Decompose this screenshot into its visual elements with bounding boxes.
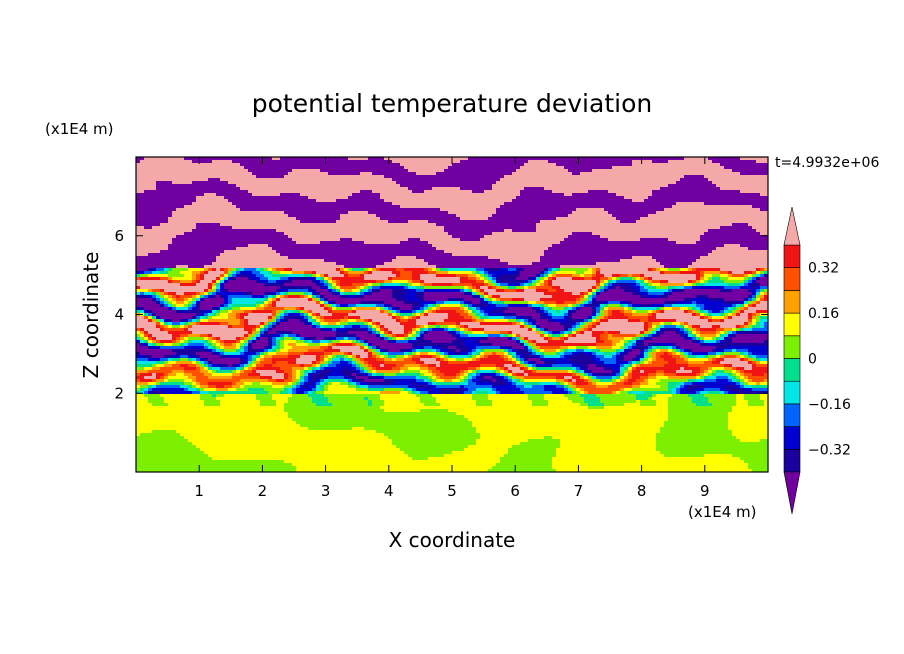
colorbar-swatch [783,290,801,314]
colorbar-swatch [783,380,801,405]
x-tick-label: 2 [258,482,268,500]
time-label: t=4.9932e+06 [775,155,879,171]
y-tick-label: 4 [114,306,124,324]
colorbar-label: 0.32 [808,261,839,277]
chart-title: potential temperature deviation [252,89,652,118]
x-tick-label: 1 [194,482,204,500]
x-tick-label: 8 [637,482,647,500]
y-tick-label: 6 [114,227,124,245]
colorbar-swatch [783,267,801,291]
colorbar-swatch [783,426,801,450]
x-tick-label: 6 [510,482,520,500]
x-tick-label: 5 [447,482,457,500]
colorbar-swatch [783,403,801,427]
plot-area [135,156,769,473]
y-axis: 2 4 6 [114,227,768,402]
x-axis-label: X coordinate [389,528,516,552]
x-axis: 1 2 3 4 5 6 7 8 9 [194,157,710,500]
y-unit-label: (x1E4 m) [45,120,114,138]
colorbar-upper-extension [783,206,801,246]
colorbar-swatch [783,448,801,473]
y-axis-label: Z coordinate [79,252,103,379]
x-tick-label: 9 [700,482,710,500]
x-tick-label: 7 [574,482,584,500]
colorbar-label: −0.16 [808,397,851,413]
colorbar-label: −0.32 [808,442,851,458]
y-tick-label: 2 [114,384,124,402]
colorbar-swatch [783,358,801,382]
x-tick-label: 3 [321,482,331,500]
contour-field [136,157,768,472]
colorbar-label: 0 [808,352,817,368]
colorbar: 0.32 0.16 0 −0.16 −0.32 [783,206,851,515]
x-tick-label: 4 [384,482,394,500]
colorbar-swatch [783,335,801,359]
colorbar-swatch [783,244,801,269]
colorbar-swatch [783,312,801,337]
colorbar-lower-extension [783,471,801,515]
x-unit-label: (x1E4 m) [688,503,757,521]
colorbar-label: 0.16 [808,306,839,322]
